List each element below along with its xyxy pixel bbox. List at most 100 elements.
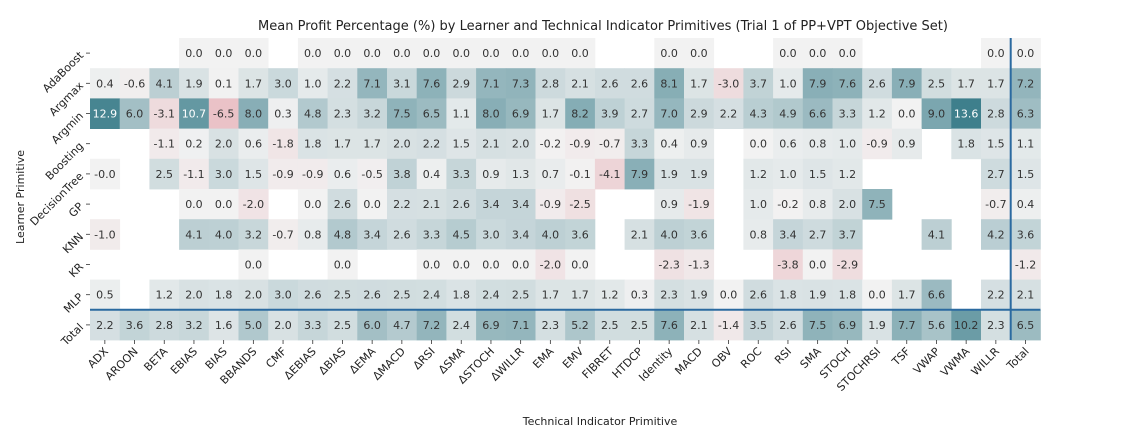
- heatmap-cell: [802, 279, 833, 311]
- heatmap-cell: [179, 38, 210, 69]
- cell-value-label: 4.8: [304, 108, 322, 121]
- heatmap-cell: [327, 68, 358, 99]
- heatmap-cell: [208, 309, 239, 341]
- cell-value-label: 0.0: [363, 198, 381, 211]
- x-tick-label: VWMA: [938, 345, 973, 380]
- cell-value-label: -1.3: [688, 259, 709, 272]
- heatmap-cell: [327, 189, 358, 220]
- y-tick-label: Total: [58, 321, 86, 349]
- cell-value-label: 7.1: [363, 77, 381, 90]
- heatmap-cell: [149, 98, 180, 129]
- heatmap-cell: [505, 38, 536, 69]
- cell-value-label: 3.9: [601, 108, 619, 121]
- heatmap-cell: [891, 309, 922, 341]
- heatmap-cell: [387, 279, 418, 311]
- heatmap-cell: [416, 38, 447, 69]
- cell-value-label: 3.2: [363, 108, 381, 121]
- heatmap-cell: [1010, 38, 1041, 69]
- cell-value-label: 6.5: [423, 108, 441, 121]
- cell-value-label: 0.0: [690, 47, 708, 60]
- cell-value-label: 6.9: [839, 319, 857, 332]
- heatmap-cell: [90, 98, 121, 129]
- cell-value-label: 7.9: [631, 168, 649, 181]
- cell-value-label: 0.0: [571, 259, 589, 272]
- cell-value-label: 3.7: [750, 77, 768, 90]
- cell-value-label: 2.3: [334, 108, 352, 121]
- cell-value-label: 2.7: [631, 108, 649, 121]
- heatmap-cell: [387, 38, 418, 69]
- cell-value-label: 4.1: [928, 228, 946, 241]
- cell-value-label: 2.0: [245, 289, 263, 302]
- heatmap-cell: [654, 68, 685, 99]
- cell-value-label: 0.1: [215, 77, 233, 90]
- x-axis-label: Technical Indicator Primitive: [522, 415, 678, 428]
- cell-value-label: 10.7: [182, 108, 207, 121]
- heatmap-cell: [565, 309, 596, 341]
- heatmap-cell: [654, 219, 685, 250]
- cell-value-label: 0.0: [453, 47, 471, 60]
- x-tick-label: ΔWILLR: [488, 345, 527, 384]
- heatmap-cell: [743, 158, 774, 190]
- heatmap-cell: [802, 158, 833, 190]
- cell-value-label: 0.0: [868, 289, 886, 302]
- heatmap-cell: [446, 158, 477, 190]
- cell-value-label: 3.8: [393, 168, 411, 181]
- cell-value-label: 3.3: [631, 138, 649, 151]
- cell-value-label: 4.3: [750, 108, 768, 121]
- heatmap-cell: [743, 309, 774, 341]
- heatmap-cell: [476, 219, 507, 250]
- cell-value-label: 0.0: [215, 47, 233, 60]
- heatmap-cell: [594, 68, 625, 99]
- heatmap-cell: [832, 249, 863, 280]
- cell-value-label: 2.2: [393, 198, 411, 211]
- heatmap-cell: [773, 98, 804, 129]
- heatmap-cell: [1010, 158, 1041, 190]
- cell-value-label: 1.8: [215, 289, 233, 302]
- heatmap-cell: [773, 219, 804, 250]
- heatmap-cell: [297, 68, 328, 99]
- heatmap-cell: [446, 309, 477, 341]
- cell-value-label: 2.6: [631, 77, 649, 90]
- heatmap-cell: [476, 128, 507, 160]
- cell-value-label: 1.0: [779, 168, 797, 181]
- heatmap-cell: [832, 158, 863, 190]
- cell-value-label: 3.0: [482, 228, 500, 241]
- y-tick-label: KNN: [60, 230, 86, 256]
- heatmap-cell: [535, 249, 566, 280]
- heatmap-cell: [981, 38, 1012, 69]
- heatmap-cell: [476, 38, 507, 69]
- cell-value-label: 2.4: [423, 289, 441, 302]
- heatmap-cell: [357, 158, 388, 190]
- chart-title: Mean Profit Percentage (%) by Learner an…: [258, 19, 948, 34]
- heatmap-cell: [268, 128, 299, 160]
- cell-value-label: 1.3: [512, 168, 530, 181]
- cell-value-label: 0.2: [185, 138, 203, 151]
- cell-value-label: 0.9: [690, 138, 708, 151]
- heatmap-cell: [446, 68, 477, 99]
- heatmap-cell: [565, 68, 596, 99]
- cell-value-label: 0.0: [482, 47, 500, 60]
- heatmap-cell: [238, 98, 269, 129]
- cell-value-label: 1.7: [957, 77, 975, 90]
- heatmap-cell: [654, 38, 685, 69]
- heatmap-cell: [208, 98, 239, 129]
- heatmap-cell: [387, 68, 418, 99]
- heatmap-cell: [832, 219, 863, 250]
- cell-value-label: 2.5: [631, 319, 649, 332]
- heatmap-cell: [119, 309, 150, 341]
- cell-value-label: 1.7: [542, 108, 560, 121]
- heatmap-cell: [416, 98, 447, 129]
- heatmap-cell: [149, 68, 180, 99]
- cell-value-label: 7.3: [512, 77, 530, 90]
- cell-value-label: 2.1: [423, 198, 441, 211]
- cell-value-label: 4.8: [334, 228, 352, 241]
- heatmap-cell: [416, 249, 447, 280]
- cell-value-label: -0.9: [302, 168, 323, 181]
- cell-value-label: 1.2: [868, 108, 886, 121]
- cell-value-label: 1.7: [542, 289, 560, 302]
- cell-value-label: -0.9: [272, 168, 293, 181]
- cell-value-label: 1.5: [1017, 168, 1035, 181]
- cell-value-label: 1.0: [750, 198, 768, 211]
- x-tick-label: ADX: [85, 345, 111, 371]
